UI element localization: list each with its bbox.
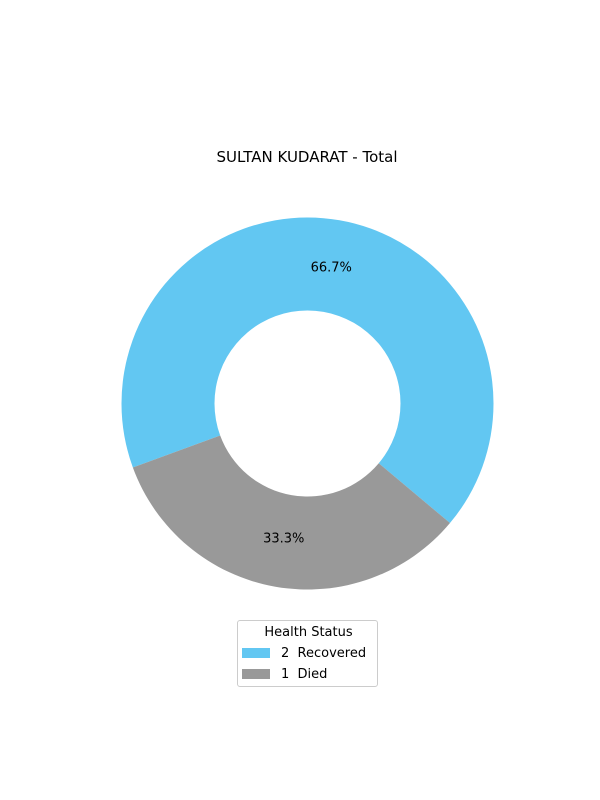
slice-died: [132, 435, 450, 590]
slice-label-died: 33.3%: [263, 532, 304, 547]
chart-title: SULTAN KUDARAT - Total: [216, 148, 398, 166]
slice-label-recovered: 66.7%: [311, 260, 352, 275]
legend: Health Status 2 Recovered 1 Died: [237, 620, 378, 687]
legend-item-died: 1 Died: [242, 667, 376, 683]
legend-swatch-died: [242, 669, 270, 679]
legend-label-recovered: 2 Recovered: [281, 646, 367, 661]
slice-recovered: [121, 217, 494, 524]
legend-swatch-recovered: [242, 648, 270, 658]
legend-item-recovered: 2 Recovered: [242, 646, 376, 662]
legend-label-died: 1 Died: [281, 667, 328, 682]
legend-title: Health Status: [264, 625, 353, 640]
